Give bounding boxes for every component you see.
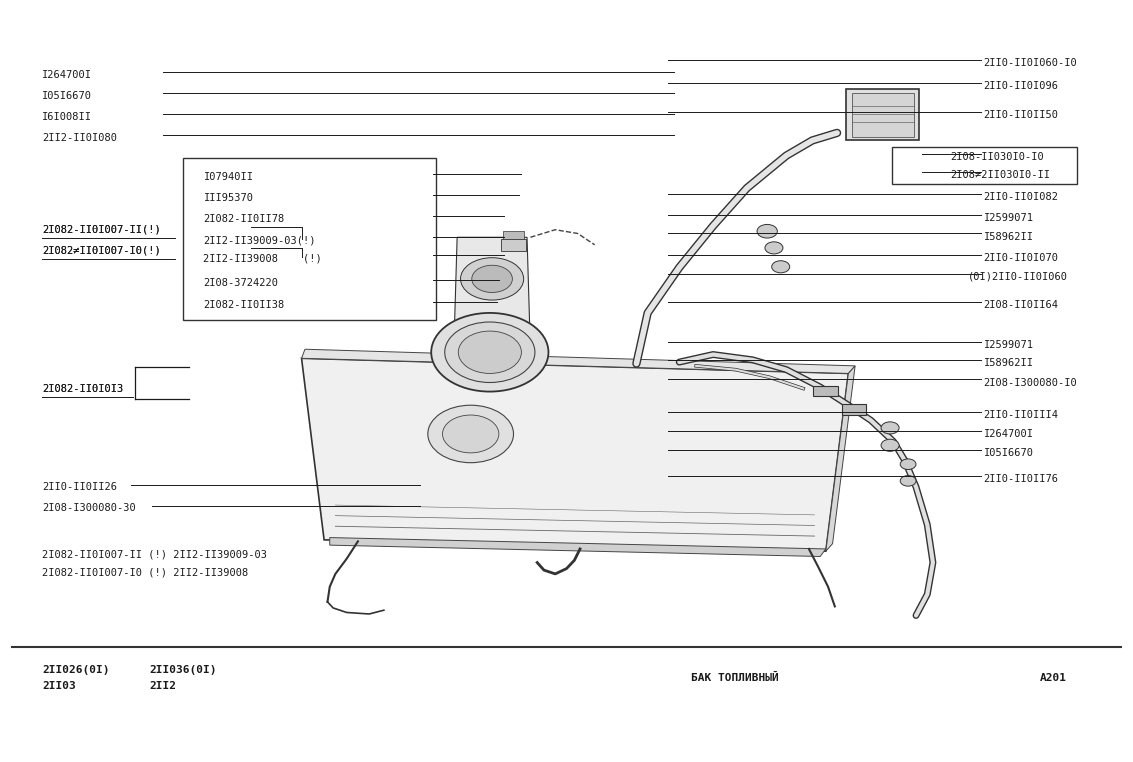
Text: 2I082-II0I007-I0 (!) 2II2-II39008: 2I082-II0I007-I0 (!) 2II2-II39008 [42, 568, 248, 578]
Circle shape [458, 331, 521, 373]
Text: I05I6670: I05I6670 [42, 91, 92, 101]
Circle shape [757, 225, 777, 238]
Text: 2I082≠II0I007-I0(!): 2I082≠II0I007-I0(!) [42, 246, 161, 256]
Circle shape [765, 242, 783, 254]
Text: 2I082≠II0I007-I0(!): 2I082≠II0I007-I0(!) [42, 246, 161, 256]
Text: 2I082-II0I0I3: 2I082-II0I0I3 [42, 383, 123, 393]
Circle shape [901, 459, 915, 469]
Circle shape [881, 439, 900, 451]
Circle shape [460, 258, 523, 300]
Circle shape [901, 475, 915, 486]
Text: 2I08-I300080-I0: 2I08-I300080-I0 [983, 377, 1077, 388]
Circle shape [471, 265, 512, 293]
Text: I264700I: I264700I [983, 429, 1033, 439]
Bar [813, 386, 838, 396]
Text: 2II0-II0I060-I0: 2II0-II0I060-I0 [983, 58, 1077, 68]
Polygon shape [826, 366, 855, 551]
Circle shape [428, 405, 513, 463]
Text: I6I008II: I6I008II [42, 112, 92, 122]
Text: I58962II: I58962II [983, 358, 1033, 368]
Bar [852, 93, 913, 136]
Text: 2II026(0I): 2II026(0I) [42, 665, 110, 675]
Text: 2II0-II0I070: 2II0-II0I070 [983, 254, 1058, 264]
Circle shape [445, 322, 535, 383]
Text: 2II2-II39009-03(!): 2II2-II39009-03(!) [204, 235, 316, 245]
Text: 2I082-II0I007-II (!) 2II2-II39009-03: 2I082-II0I007-II (!) 2II2-II39009-03 [42, 550, 267, 560]
Text: I07940II: I07940II [204, 171, 254, 182]
Circle shape [432, 313, 548, 392]
Text: 2II0-II0I096: 2II0-II0I096 [983, 81, 1058, 91]
Text: I58962II: I58962II [983, 232, 1033, 242]
Text: 2II2-II0I080: 2II2-II0I080 [42, 133, 117, 143]
Text: 2I08-II030I0-I0: 2I08-II030I0-I0 [949, 152, 1043, 162]
Text: 2I082-II0I007-II(!): 2I082-II0I007-II(!) [42, 225, 161, 235]
Bar [842, 405, 867, 415]
Text: 2I082-II0I0I3: 2I082-II0I0I3 [42, 383, 123, 393]
Text: 2II0-II0II50: 2II0-II0II50 [983, 110, 1058, 120]
Circle shape [772, 261, 790, 273]
Text: 2II0-II0III4: 2II0-II0III4 [983, 410, 1058, 420]
Text: 2I08≠2II030I0-II: 2I08≠2II030I0-II [949, 170, 1050, 181]
Bar [503, 231, 523, 239]
Text: 2I082-II0II78: 2I082-II0II78 [204, 214, 284, 224]
Text: 2I08-3724220: 2I08-3724220 [204, 277, 279, 288]
Text: 2I08-I300080-30: 2I08-I300080-30 [42, 503, 136, 513]
Polygon shape [330, 537, 826, 556]
Text: I05I6670: I05I6670 [983, 448, 1033, 458]
Text: 2I08-II0II64: 2I08-II0II64 [983, 300, 1058, 310]
Text: 2I082-II0II38: 2I082-II0II38 [204, 300, 284, 310]
Text: 2II0-II0II26: 2II0-II0II26 [42, 482, 117, 492]
Text: 2II0-II0II76: 2II0-II0II76 [983, 474, 1058, 485]
Text: III95370: III95370 [204, 193, 254, 203]
Bar [846, 89, 919, 140]
Text: 2II036(0I): 2II036(0I) [150, 665, 216, 675]
Text: 2II2: 2II2 [150, 681, 177, 691]
Bar [501, 239, 526, 251]
Text: 2I082-II0I007-II(!): 2I082-II0I007-II(!) [42, 225, 161, 235]
Text: I2599071: I2599071 [983, 213, 1033, 223]
Circle shape [443, 415, 499, 453]
Text: 2II03: 2II03 [42, 681, 76, 691]
Text: (0I)2II0-II0I060: (0I)2II0-II0I060 [968, 271, 1068, 282]
Polygon shape [453, 237, 530, 351]
Text: 2II2-II39008    (!): 2II2-II39008 (!) [204, 254, 322, 264]
Polygon shape [301, 349, 855, 373]
Polygon shape [301, 358, 849, 551]
Text: БАК ТОПЛИВНЫЙ: БАК ТОПЛИВНЫЙ [690, 674, 778, 684]
Text: A201: A201 [1040, 674, 1067, 684]
Text: 2II0-II0I082: 2II0-II0I082 [983, 192, 1058, 202]
Text: I2599071: I2599071 [983, 340, 1033, 350]
Text: I264700I: I264700I [42, 69, 92, 80]
Circle shape [881, 422, 900, 434]
